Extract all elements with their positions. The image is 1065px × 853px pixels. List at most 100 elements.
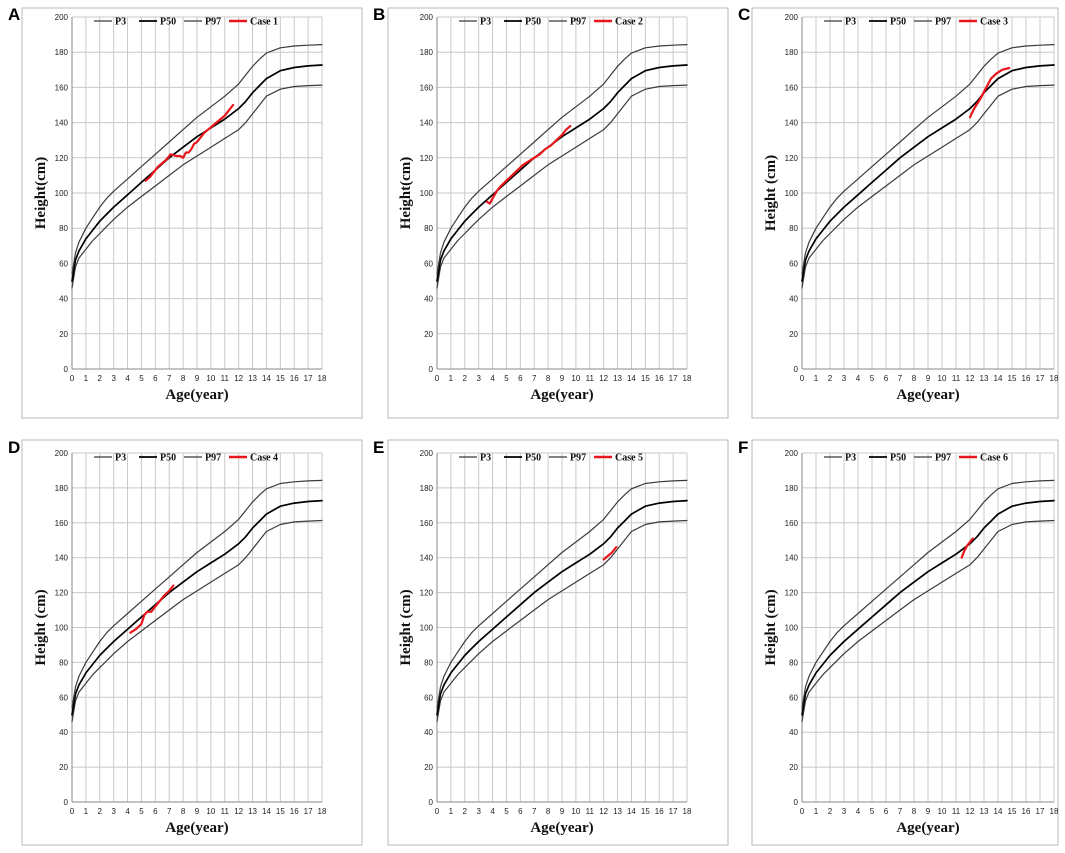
x-tick-label: 7 xyxy=(532,807,537,816)
x-tick-label: 12 xyxy=(234,374,243,383)
x-tick-label: 0 xyxy=(435,807,440,816)
series-line-case-3 xyxy=(968,66,1011,119)
legend: P3 P50 P97 Case 1 xyxy=(94,17,278,28)
x-tick-label: 4 xyxy=(856,807,861,816)
x-tick-label: 4 xyxy=(856,374,861,383)
y-tick-label: 0 xyxy=(429,365,434,374)
x-tick-label: 12 xyxy=(966,374,975,383)
y-tick-label: 140 xyxy=(785,554,799,563)
x-tick-label: 10 xyxy=(938,374,947,383)
x-tick-label: 5 xyxy=(139,374,144,383)
series-line-p50 xyxy=(71,64,323,282)
y-tick-label: 120 xyxy=(785,154,799,163)
series-line-p50 xyxy=(436,499,688,716)
x-tick-label: 15 xyxy=(641,807,650,816)
x-tick-label: 4 xyxy=(490,807,495,816)
x-tick-label: 16 xyxy=(655,807,664,816)
series-line-p97 xyxy=(436,43,688,275)
x-tick-label: 12 xyxy=(599,807,608,816)
x-tick-label: 9 xyxy=(195,374,200,383)
x-tick-label: 5 xyxy=(504,807,509,816)
y-tick-label: 180 xyxy=(55,484,69,493)
x-tick-label: 9 xyxy=(560,807,565,816)
y-axis-title: Height (cm) xyxy=(33,589,49,665)
x-tick-label: 18 xyxy=(1050,374,1059,383)
y-tick-label: 0 xyxy=(794,798,799,807)
x-tick-label: 6 xyxy=(153,374,158,383)
x-tick-label: 2 xyxy=(463,374,468,383)
x-tick-label: 11 xyxy=(221,374,230,383)
y-tick-label: 160 xyxy=(420,83,434,92)
y-axis-title: Height(cm) xyxy=(398,157,414,229)
series-line-p97 xyxy=(71,43,323,275)
y-tick-label: 100 xyxy=(420,624,434,633)
x-tick-label: 10 xyxy=(571,807,580,816)
x-tick-label: 15 xyxy=(1008,807,1017,816)
y-tick-label: 100 xyxy=(55,189,69,198)
legend-label: P50 xyxy=(525,453,541,464)
y-tick-label: 60 xyxy=(59,693,68,702)
panel-frame xyxy=(21,7,363,419)
y-tick-label: 60 xyxy=(59,259,68,268)
x-tick-label: 2 xyxy=(828,807,833,816)
x-tick-label: 1 xyxy=(449,807,454,816)
x-tick-label: 12 xyxy=(966,807,975,816)
x-tick-label: 12 xyxy=(599,374,608,383)
y-tick-label: 20 xyxy=(789,330,798,339)
x-tick-label: 1 xyxy=(84,374,89,383)
x-tick-label: 14 xyxy=(994,807,1003,816)
x-tick-label: 8 xyxy=(181,807,186,816)
x-tick-label: 14 xyxy=(627,807,636,816)
x-tick-label: 10 xyxy=(938,807,947,816)
legend-label: P97 xyxy=(205,17,221,28)
y-tick-label: 100 xyxy=(55,624,69,633)
y-tick-label: 60 xyxy=(424,693,433,702)
x-tick-label: 7 xyxy=(167,807,172,816)
y-tick-label: 160 xyxy=(420,519,434,528)
x-tick-label: 15 xyxy=(276,807,285,816)
y-tick-label: 120 xyxy=(55,589,69,598)
series-line-p3 xyxy=(71,519,323,723)
x-tick-label: 1 xyxy=(449,374,454,383)
panel-letter: F xyxy=(738,438,748,457)
x-tick-label: 17 xyxy=(669,807,678,816)
x-tick-label: 14 xyxy=(262,807,271,816)
x-axis-title: Age(year) xyxy=(530,387,593,403)
y-tick-label: 200 xyxy=(420,449,434,458)
x-tick-label: 12 xyxy=(234,807,243,816)
series-line-case-5 xyxy=(602,546,618,561)
series-line-p3 xyxy=(71,84,323,289)
y-tick-label: 100 xyxy=(785,189,799,198)
y-axis-title: Height (cm) xyxy=(398,589,414,665)
y-tick-label: 40 xyxy=(59,728,68,737)
x-tick-label: 6 xyxy=(518,374,523,383)
x-tick-label: 6 xyxy=(153,807,158,816)
x-tick-label: 18 xyxy=(683,807,692,816)
x-tick-label: 16 xyxy=(655,374,664,383)
legend-label: P97 xyxy=(205,453,221,464)
x-axis-title: Age(year) xyxy=(165,387,228,403)
x-tick-label: 17 xyxy=(669,374,678,383)
x-tick-label: 8 xyxy=(546,374,551,383)
y-tick-label: 0 xyxy=(64,365,69,374)
x-axis-title: Age(year) xyxy=(896,820,959,836)
y-tick-label: 40 xyxy=(789,295,798,304)
x-tick-label: 1 xyxy=(814,374,819,383)
x-tick-label: 3 xyxy=(476,374,481,383)
series-line-case-1 xyxy=(144,103,235,182)
x-tick-label: 0 xyxy=(435,374,440,383)
x-tick-label: 0 xyxy=(800,807,805,816)
x-tick-label: 14 xyxy=(627,374,636,383)
legend: P3 P50 P97 Case 5 xyxy=(459,453,643,464)
x-tick-label: 13 xyxy=(980,374,989,383)
x-tick-label: 3 xyxy=(476,807,481,816)
x-tick-label: 3 xyxy=(842,807,847,816)
series-line-p50 xyxy=(801,499,1055,716)
x-axis-title: Age(year) xyxy=(165,820,228,836)
x-tick-label: 10 xyxy=(571,374,580,383)
x-tick-label: 5 xyxy=(139,807,144,816)
x-tick-label: 2 xyxy=(98,807,103,816)
y-tick-label: 60 xyxy=(424,259,433,268)
x-tick-label: 11 xyxy=(221,807,230,816)
x-tick-label: 3 xyxy=(111,374,116,383)
